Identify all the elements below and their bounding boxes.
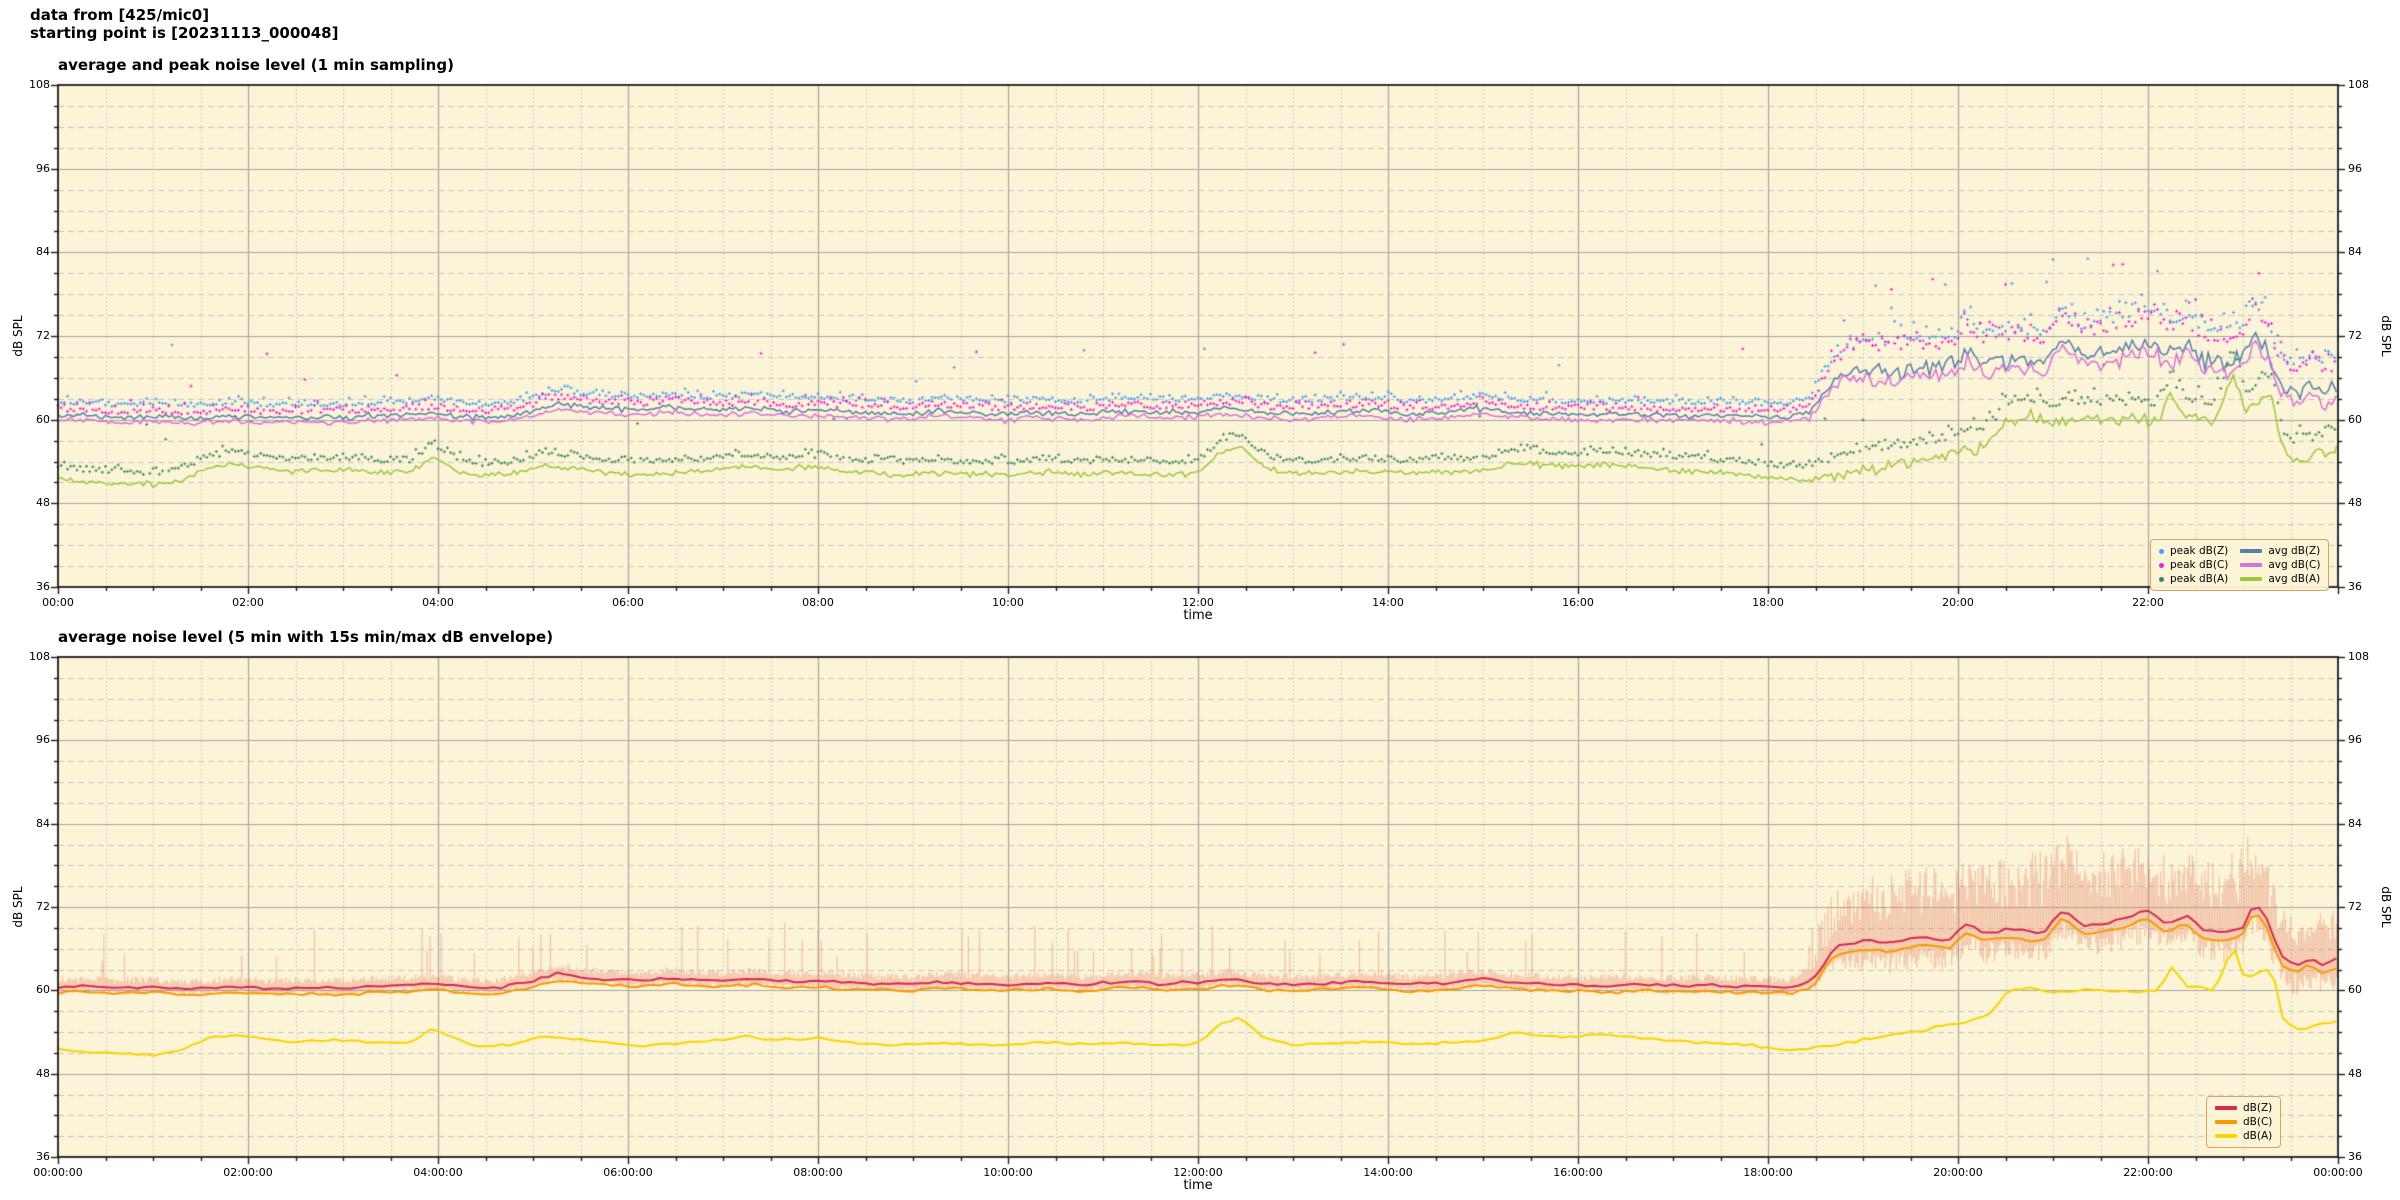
y-tick-label: 60 — [36, 412, 50, 426]
chart-top-canvas — [38, 75, 2358, 620]
legend-item: avg dB(Z) — [2240, 544, 2320, 558]
y-tick-label: 36 — [2348, 580, 2362, 593]
legend-dot-swatch — [2159, 576, 2164, 582]
y-tick-label: 36 — [36, 580, 50, 593]
x-tick-label: 22:00 — [2132, 596, 2164, 609]
x-tick-label: 12:00 — [1182, 596, 1214, 609]
legend-line-swatch — [2240, 563, 2263, 567]
x-tick-label: 18:00 — [1752, 596, 1784, 609]
y-tick-label: 108 — [2348, 78, 2369, 91]
y-tick-label: 84 — [2348, 245, 2362, 259]
x-tick-label: 14:00 — [1372, 596, 1404, 609]
legend-label: dB(Z) — [2243, 1102, 2273, 1114]
chart-top-xlabel: time — [1183, 608, 1213, 623]
legend-label: peak dB(Z) — [2170, 545, 2229, 557]
y-tick-label: 36 — [2348, 1150, 2362, 1163]
legend-dot-swatch — [2159, 562, 2164, 568]
x-tick-label: 02:00:00 — [223, 1166, 273, 1179]
legend-item: avg dB(C) — [2240, 558, 2320, 572]
x-tick-label: 16:00 — [1562, 596, 1594, 609]
legend-item: dB(A) — [2215, 1129, 2272, 1143]
y-tick-label: 48 — [2348, 496, 2362, 510]
x-tick-label: 00:00:00 — [2313, 1166, 2363, 1179]
x-tick-label: 04:00:00 — [413, 1166, 463, 1179]
y-tick-label: 48 — [2348, 1066, 2362, 1080]
y-tick-label: 84 — [36, 816, 50, 830]
legend-item: peak dB(A) — [2159, 572, 2228, 586]
legend-line-swatch — [2215, 1106, 2237, 1110]
legend-item: dB(C) — [2215, 1115, 2272, 1129]
legend-item: peak dB(C) — [2159, 558, 2228, 572]
legend-dot-swatch — [2159, 548, 2164, 554]
y-tick-label: 96 — [36, 733, 50, 747]
legend-item: avg dB(A) — [2240, 572, 2320, 586]
y-tick-label: 108 — [2348, 650, 2369, 663]
x-tick-label: 14:00:00 — [1363, 1166, 1413, 1179]
y-tick-label: 48 — [36, 496, 50, 510]
x-tick-label: 10:00 — [992, 596, 1024, 609]
legend-label: avg dB(A) — [2268, 573, 2321, 585]
y-tick-label: 60 — [2348, 983, 2362, 997]
x-tick-label: 00:00:00 — [33, 1166, 83, 1179]
legend-line-swatch — [2215, 1120, 2237, 1124]
x-tick-label: 22:00:00 — [2123, 1166, 2173, 1179]
x-tick-label: 16:00:00 — [1553, 1166, 1603, 1179]
y-tick-label: 60 — [2348, 412, 2362, 426]
x-tick-label: 08:00 — [802, 596, 834, 609]
chart-bottom-canvas — [38, 647, 2358, 1192]
y-tick-label: 96 — [2348, 733, 2362, 747]
y-tick-label: 72 — [36, 900, 50, 913]
y-tick-label: 72 — [36, 329, 50, 342]
x-tick-label: 04:00 — [422, 596, 454, 609]
legend-label: avg dB(Z) — [2268, 545, 2321, 557]
legend-label: avg dB(C) — [2268, 559, 2321, 571]
x-tick-label: 08:00:00 — [793, 1166, 843, 1179]
x-tick-label: 06:00 — [612, 596, 644, 609]
legend-label: dB(C) — [2243, 1116, 2273, 1128]
header-line-2: starting point is [20231113_000048] — [30, 24, 339, 42]
y-tick-label: 84 — [2348, 816, 2362, 830]
chart-bottom-legend: dB(Z) dB(C) dB(A) — [2206, 1096, 2282, 1148]
x-tick-label: 12:00:00 — [1173, 1166, 1223, 1179]
y-tick-label: 96 — [2348, 161, 2362, 175]
legend-label: dB(A) — [2243, 1130, 2273, 1142]
legend-line-swatch — [2240, 577, 2263, 581]
x-tick-label: 02:00 — [232, 596, 264, 609]
y-tick-label: 72 — [2348, 900, 2362, 913]
x-tick-label: 18:00:00 — [1743, 1166, 1793, 1179]
chart-top-legend: peak dB(Z) peak dB(C) peak dB(A) avg dB(Z) a… — [2150, 539, 2330, 591]
x-tick-label: 00:00 — [42, 596, 74, 609]
y-tick-label: 108 — [29, 650, 50, 663]
x-tick-label: 20:00 — [1942, 596, 1974, 609]
y-tick-label: 60 — [36, 983, 50, 997]
y-tick-label: 36 — [36, 1150, 50, 1163]
y-tick-label: 48 — [36, 1066, 50, 1080]
legend-label: peak dB(C) — [2170, 559, 2229, 571]
header-line-1: data from [425/mic0] — [30, 6, 210, 24]
legend-item: peak dB(Z) — [2159, 544, 2228, 558]
legend-line-swatch — [2240, 549, 2263, 553]
y-tick-label: 72 — [2348, 329, 2362, 342]
legend-item: dB(Z) — [2215, 1101, 2272, 1115]
chart-bottom-xlabel: time — [1183, 1178, 1213, 1193]
x-tick-label: 20:00:00 — [1933, 1166, 1983, 1179]
y-tick-label: 108 — [29, 78, 50, 91]
legend-line-swatch — [2215, 1134, 2237, 1138]
legend-label: peak dB(A) — [2170, 573, 2229, 585]
chart-top-title: average and peak noise level (1 min samp… — [58, 56, 454, 74]
chart-bottom-title: average noise level (5 min with 15s min/… — [58, 628, 554, 646]
y-tick-label: 96 — [36, 161, 50, 175]
y-tick-label: 84 — [36, 245, 50, 259]
x-tick-label: 06:00:00 — [603, 1166, 653, 1179]
x-tick-label: 10:00:00 — [983, 1166, 1033, 1179]
